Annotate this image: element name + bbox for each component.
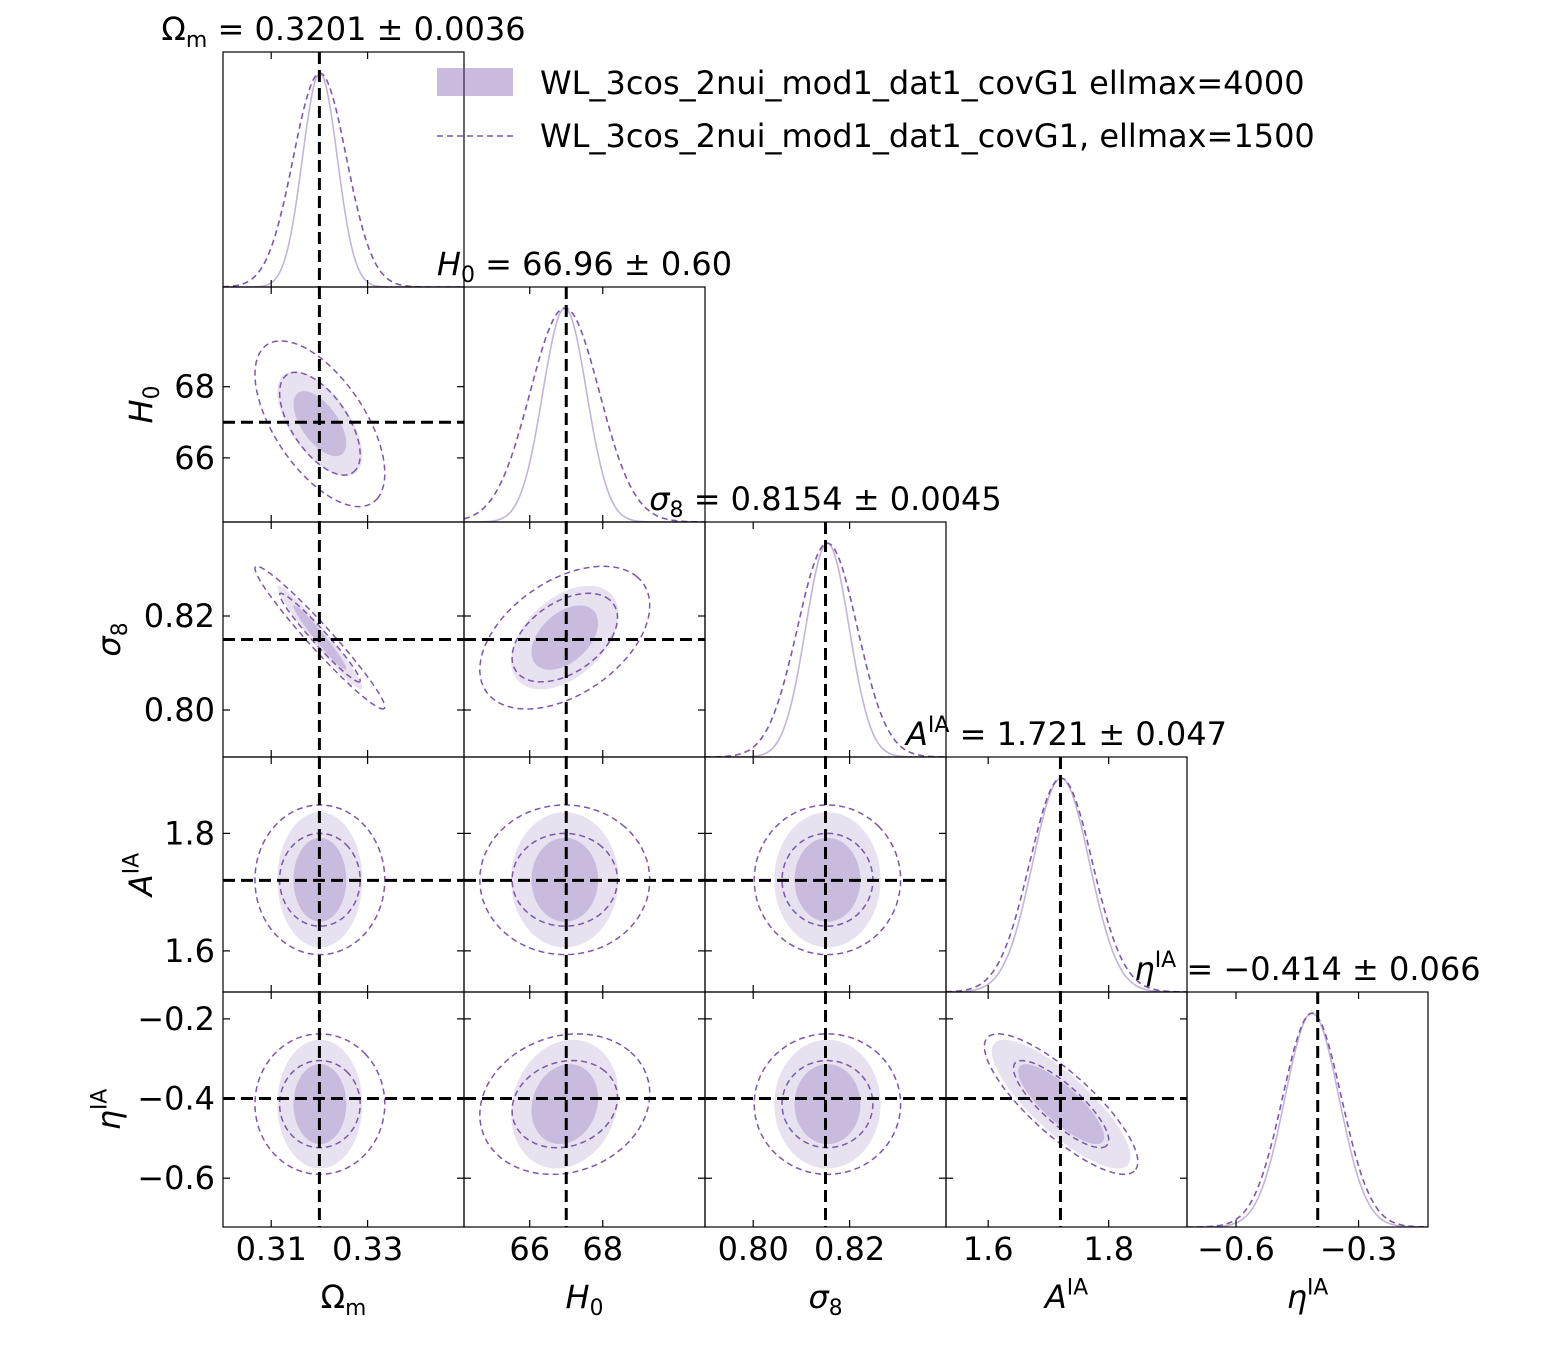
panel-AIA-AIA (945, 756, 1188, 993)
legend-dashed-label: WL_3cos_2nui_mod1_dat1_covG1, ellmax=150… (540, 117, 1315, 155)
contour-dashed-1sigma (781, 1059, 874, 1149)
xtick-label-eIA: −0.6 (1197, 1230, 1275, 1268)
panel-Om-eIA (222, 991, 465, 1228)
panel-Om-s8 (222, 521, 465, 758)
ytick-label-eIA: −0.4 (137, 1080, 215, 1118)
xaxis-label-H0: H0 (566, 1278, 604, 1321)
panel-Om-AIA (222, 756, 465, 993)
panel-frame (222, 286, 465, 523)
marginal-filled-H0 (464, 307, 705, 522)
marginal-filled-AIA (946, 777, 1187, 992)
title-AIA: AIA = 1.721 ± 0.047 (904, 713, 1227, 753)
legend-filled-swatch (437, 68, 513, 96)
contour-dashed-1sigma (278, 832, 361, 927)
marginal-dashed-AIA (946, 777, 1187, 992)
yaxis-label-eIA: ηIA (88, 1089, 128, 1131)
contour-dashed-2sigma (254, 1033, 386, 1176)
marginal-dashed-H0 (464, 307, 705, 522)
contour-dashed-2sigma (479, 565, 651, 710)
panel-eIA-eIA (1186, 991, 1429, 1228)
xaxis-label-AIA: AIA (1043, 1276, 1088, 1316)
yaxis-label-H0: H0 (122, 386, 165, 424)
xaxis-label-s8: σ8 (808, 1278, 842, 1321)
ytick-label-eIA: −0.2 (137, 1000, 215, 1038)
contour-dashed-1sigma (511, 1059, 619, 1149)
title-H0: H0 = 66.96 ± 0.60 (437, 245, 732, 288)
xtick-label-eIA: −0.3 (1320, 1230, 1398, 1268)
contour-filled-2sigma (774, 812, 881, 948)
legend-filled-label: WL_3cos_2nui_mod1_dat1_covG1 ellmax=4000 (540, 64, 1305, 102)
contour-dashed-1sigma (511, 592, 619, 683)
ytick-label-eIA: −0.6 (137, 1159, 215, 1197)
xtick-label-s8: 0.80 (718, 1230, 789, 1268)
contour-dashed-2sigma (479, 1033, 651, 1176)
ytick-label-AIA: 1.8 (164, 814, 215, 852)
xtick-label-AIA: 1.8 (1083, 1230, 1134, 1268)
yaxis-label-AIA: AIA (120, 853, 160, 898)
contour-filled-1sigma (794, 1064, 861, 1145)
ytick-label-s8: 0.82 (144, 597, 215, 635)
marginal-filled-Om (223, 72, 464, 287)
marginal-filled-eIA (1187, 1012, 1428, 1227)
contour-dashed-1sigma (278, 592, 361, 683)
xtick-label-AIA: 1.6 (963, 1230, 1014, 1268)
contour-dashed-2sigma (254, 340, 386, 508)
yaxis-label-s8: σ8 (90, 622, 133, 656)
panel-H0-AIA (463, 756, 706, 993)
panel-frame (222, 51, 465, 288)
contour-dashed-2sigma (254, 565, 386, 710)
contour-dashed-2sigma (254, 804, 386, 956)
title-eIA: ηIA = −0.414 ± 0.066 (1134, 948, 1480, 988)
title-s8: σ8 = 0.8154 ± 0.0045 (649, 480, 1002, 523)
contour-dashed-1sigma (278, 1059, 361, 1149)
panel-AIA-eIA (945, 991, 1188, 1228)
marginal-dashed-s8 (705, 542, 946, 757)
contour-dashed-1sigma (511, 832, 619, 927)
xtick-label-s8: 0.82 (814, 1230, 885, 1268)
legend: WL_3cos_2nui_mod1_dat1_covG1 ellmax=4000… (437, 64, 1315, 155)
contour-dashed-2sigma (479, 804, 651, 956)
contour-filled-2sigma (774, 1039, 881, 1169)
ytick-label-AIA: 1.6 (164, 932, 215, 970)
contour-dashed-2sigma (753, 1033, 902, 1176)
contour-dashed-2sigma (753, 804, 902, 956)
labels-layer: Ωm = 0.3201 ± 0.0036 66 68 H0 = 66.96 ± 0.6… (88, 10, 1481, 1321)
contour-dashed-1sigma (278, 371, 361, 476)
ytick-label-H0: 68 (174, 368, 215, 406)
marginal-dashed-Om (223, 72, 464, 287)
contour-dashed-1sigma (1012, 1059, 1110, 1149)
panels-layer (222, 51, 1429, 1228)
ytick-label-s8: 0.80 (144, 691, 215, 729)
xtick-label-Om: 0.33 (332, 1230, 403, 1268)
panel-Om-H0 (222, 286, 465, 523)
xtick-label-Om: 0.31 (236, 1230, 307, 1268)
contour-dashed-1sigma (781, 832, 874, 927)
panel-H0-s8 (463, 521, 706, 758)
panel-Om-Om (222, 51, 465, 288)
ytick-label-H0: 66 (174, 439, 215, 477)
title-Om: Ωm = 0.3201 ± 0.0036 (161, 10, 525, 53)
panel-s8-eIA (704, 991, 947, 1228)
xtick-label-H0: 66 (509, 1230, 550, 1268)
panel-s8-AIA (704, 756, 947, 993)
xaxis-label-Om: Ωm (321, 1278, 367, 1321)
contour-dashed-2sigma (983, 1033, 1139, 1176)
xaxis-label-eIA: ηIA (1287, 1276, 1329, 1316)
panel-H0-eIA (463, 991, 706, 1228)
contour-filled-1sigma (794, 837, 861, 922)
marginal-dashed-eIA (1187, 1012, 1428, 1227)
xtick-label-H0: 68 (582, 1230, 623, 1268)
panel-frame (1186, 991, 1429, 1228)
